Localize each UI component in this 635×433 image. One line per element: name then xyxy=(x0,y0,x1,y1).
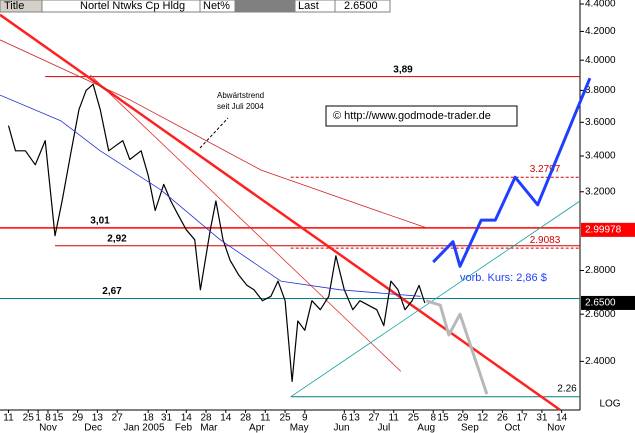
x-tick-label: 11 xyxy=(389,413,400,424)
x-tick-label: 17 xyxy=(517,413,529,424)
x-tick-label: 15 xyxy=(52,413,64,424)
x-tick-label: 15 xyxy=(438,413,450,424)
x-tick-label: 12 xyxy=(477,413,489,424)
trend-line xyxy=(290,200,581,398)
header-cell xyxy=(334,0,391,13)
y-tick-label: 3.6000 xyxy=(585,117,616,128)
month-label: Feb xyxy=(175,423,193,433)
price-tag-label: 2.99978 xyxy=(585,224,622,235)
level-label: 2,67 xyxy=(102,286,122,297)
month-label: Mar xyxy=(200,423,218,433)
x-tick-label: 29 xyxy=(457,413,469,424)
x-tick-label: 25 xyxy=(408,413,420,424)
x-tick-label: 8 xyxy=(430,413,436,424)
x-tick-label: 31 xyxy=(536,413,548,424)
y-tick-label: 3.8000 xyxy=(585,85,616,96)
header-last-value: 2.6500 xyxy=(344,0,378,12)
x-tick-label: 28 xyxy=(240,413,252,424)
x-tick-label: 14 xyxy=(556,413,568,424)
x-tick-label: 26 xyxy=(497,413,509,424)
level-label: 2,92 xyxy=(107,233,127,244)
x-tick-label: 9 xyxy=(302,413,308,424)
scale-label: LOG xyxy=(599,399,620,410)
level-label: 3,01 xyxy=(90,215,110,226)
annotation-pointer xyxy=(199,117,229,149)
month-label: Nov xyxy=(547,423,565,433)
month-label: Nov xyxy=(39,423,57,433)
x-tick-label: 14 xyxy=(220,413,232,424)
x-tick-label: 28 xyxy=(200,413,212,424)
y-tick-label: 2.6000 xyxy=(585,309,616,320)
x-tick-label: 27 xyxy=(112,413,124,424)
y-tick-label: 3.2000 xyxy=(585,186,616,197)
trend-line xyxy=(90,74,402,372)
price-line xyxy=(432,77,592,268)
annotation: Abwärtstrend xyxy=(217,91,264,100)
price-line xyxy=(425,299,489,395)
x-tick-label: 13 xyxy=(349,413,361,424)
x-tick-label: 1 xyxy=(35,413,41,424)
month-label: May xyxy=(290,423,309,433)
price-tag xyxy=(581,222,635,237)
y-tick-label: 4.2000 xyxy=(585,26,616,37)
x-tick-label: 8 xyxy=(45,413,51,424)
y-tick-label: 2.4000 xyxy=(585,356,616,367)
price-line xyxy=(0,94,421,297)
header-net: Net% xyxy=(203,0,230,12)
x-tick-label: 11 xyxy=(3,413,14,424)
x-tick-label: 25 xyxy=(23,413,35,424)
price-tag xyxy=(581,295,635,310)
month-label: Oct xyxy=(504,423,520,433)
x-tick-label: 27 xyxy=(368,413,380,424)
header-title: Title xyxy=(4,0,24,12)
copyright: © http://www.godmode-trader.de xyxy=(333,110,491,122)
price-line xyxy=(0,39,427,229)
price-line xyxy=(7,83,426,382)
trend-line xyxy=(0,13,561,412)
x-tick-label: 25 xyxy=(279,413,291,424)
x-tick-label: 6 xyxy=(342,413,348,424)
header-symbol: Nortel Ntwks Cp Hldg xyxy=(80,0,185,12)
month-label: Sep xyxy=(461,423,479,433)
copyright-box xyxy=(325,105,518,127)
annotation: seit Juli 2004 xyxy=(217,102,264,111)
x-tick-label: 18 xyxy=(143,413,155,424)
y-tick-label: 2.8000 xyxy=(585,265,616,276)
x-tick-label: 29 xyxy=(72,413,84,424)
x-tick-label: 13 xyxy=(92,413,104,424)
month-label: Apr xyxy=(249,423,265,433)
y-tick-label: 3.4000 xyxy=(585,151,616,162)
forecast-note: vorb. Kurs: 2,86 $ xyxy=(460,272,547,284)
x-tick-label: 14 xyxy=(181,413,193,424)
x-tick-label: 31 xyxy=(161,413,173,424)
x-tick-label: 11 xyxy=(260,413,271,424)
header-last: Last xyxy=(298,0,319,12)
month-label: Aug xyxy=(417,423,435,433)
month-label: Dec xyxy=(84,423,102,433)
month-label: Jun xyxy=(333,423,349,433)
level-label: 2.9083 xyxy=(530,235,561,246)
month-label: Jul xyxy=(377,423,390,433)
y-tick-label: 4.0000 xyxy=(585,55,616,66)
header: Title Nortel Ntwks Cp Hldg Net% Last 2.6… xyxy=(0,0,391,13)
level-label: 3,89 xyxy=(393,64,413,75)
level-label: 3.2797 xyxy=(530,164,561,175)
price-tag-label: 2.6500 xyxy=(585,298,616,309)
y-tick-label: 4.4000 xyxy=(585,0,616,10)
month-label: Jan 2005 xyxy=(123,423,165,433)
level-label: 2.26 xyxy=(557,383,577,394)
header-cell xyxy=(234,0,296,13)
